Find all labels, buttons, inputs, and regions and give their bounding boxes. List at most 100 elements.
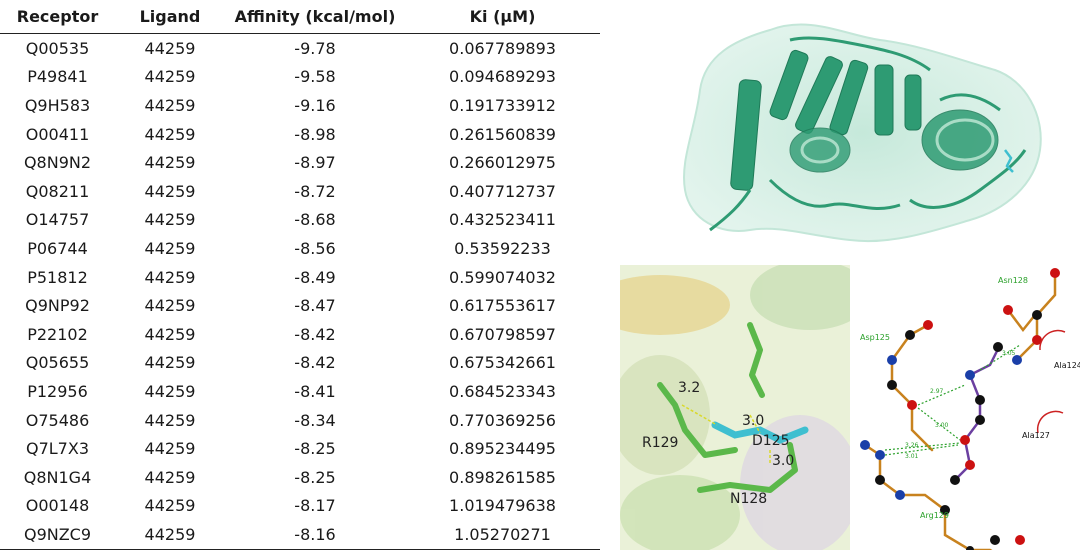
hbond-distance-2: 3.0 [742,413,764,429]
ligplot-label-ala127: Ala127 [1022,431,1050,440]
ligplot-distance-5: 3.01 [905,453,919,460]
table-row: Q9NZC9 44259 -8.16 1.05270271 [0,520,600,550]
ki-cell: 0.684523343 [449,381,556,401]
ki-cell: 0.53592233 [454,238,551,258]
ligplot-distance-4: 3.26 [905,442,919,449]
ki-cell: 0.432523411 [449,210,556,230]
ligplot-label-asn128: Asn128 [998,276,1028,285]
table-row: Q9NP92 44259 -8.47 0.617553617 [0,291,600,320]
receptor-cell: O14757 [25,210,90,230]
table-row: P12956 44259 -8.41 0.684523343 [0,377,600,406]
receptor-cell: Q00535 [25,38,90,58]
hbond-lines [681,404,771,465]
ligand-cell: 44259 [144,296,196,316]
table-row: Q00535 44259 -9.78 0.067789893 [0,34,600,63]
table-row: O75486 44259 -8.34 0.770369256 [0,406,600,435]
header-ki: Ki (μM) [405,0,600,34]
ligand-cell: 44259 [144,210,196,230]
ki-cell: 0.675342661 [449,353,556,373]
receptor-cell: O75486 [25,410,90,430]
ki-cell: 0.266012975 [449,153,556,173]
binding-site-render: D125 R129 N128 3.2 3.0 3.0 [590,260,870,554]
ligplot-diagram: Asn128 Asp125 Ala124 Ala127 Arg129 3.05 … [850,265,1080,554]
table-row: Q8N9N2 44259 -8.97 0.266012975 [0,148,600,177]
affinity-cell: -8.56 [294,238,336,258]
affinity-cell: -8.72 [294,181,336,201]
ligplot-bonds [863,271,1057,554]
ligand-cell: 44259 [144,353,196,373]
protein-structure-image [660,0,1080,255]
receptor-cell: Q9H583 [24,95,91,115]
ki-cell: 1.019479638 [449,496,556,516]
ligand-cell: 44259 [144,324,196,344]
table-body: Q00535 44259 -9.78 0.067789893 P49841 44259 -9… [0,34,600,550]
ki-cell: 0.407712737 [449,181,556,201]
table-row: O00411 44259 -8.98 0.261560839 [0,120,600,149]
ligand-cell: 44259 [144,381,196,401]
residue-sticks [657,322,798,493]
residue-label-d125: D125 [752,433,790,449]
table-header-row: Receptor Ligand Affinity (kcal/mol) Ki (… [0,0,600,34]
table-row: P49841 44259 -9.58 0.094689293 [0,63,600,92]
table-row: Q08211 44259 -8.72 0.407712737 [0,177,600,206]
ligand-cell: 44259 [144,267,196,287]
affinity-cell: -8.17 [294,496,336,516]
ki-cell: 0.617553617 [449,296,556,316]
ki-cell: 0.599074032 [449,267,556,287]
table-row: Q7L7X3 44259 -8.25 0.895234495 [0,434,600,463]
table-row: O14757 44259 -8.68 0.432523411 [0,206,600,235]
ligand-cell: 44259 [144,124,196,144]
ligand-cell: 44259 [144,38,196,58]
receptor-cell: Q08211 [25,181,90,201]
ligand-cell: 44259 [144,181,196,201]
table-row: Q05655 44259 -8.42 0.675342661 [0,349,600,378]
background-ribbons [590,260,870,554]
ligand-cell: 44259 [144,153,196,173]
affinity-cell: -9.78 [294,38,336,58]
receptor-cell: Q7L7X3 [25,439,89,459]
ligplot-label-ala124: Ala124 [1054,361,1080,370]
header-receptor: Receptor [0,0,115,34]
ligand-sticks [1004,149,1014,173]
affinity-cell: -8.16 [225,520,405,550]
protein-cartoon [683,23,1042,243]
table-row: P22102 44259 -8.42 0.670798597 [0,320,600,349]
receptor-cell: O00148 [25,496,90,516]
receptor-cell: Q8N9N2 [23,153,92,173]
receptor-cell: P22102 [27,324,88,344]
ligplot-hbond-lines [884,344,1021,456]
affinity-cell: -8.34 [294,410,336,430]
residue-label-n128: N128 [730,491,767,507]
table-row: Q9H583 44259 -9.16 0.191733912 [0,91,600,120]
affinity-cell: -8.42 [294,324,336,344]
affinity-cell: -8.42 [294,353,336,373]
ligand-cell: 44259 [144,439,196,459]
receptor-cell: Q05655 [25,353,90,373]
residue-label-r129: R129 [642,435,678,451]
secondary-structure [730,49,999,191]
ki-cell: 0.191733912 [449,95,556,115]
receptor-cell: P51812 [27,267,88,287]
binding-site-image: D125 R129 N128 3.2 3.0 3.0 [590,260,870,554]
loops [709,36,1027,232]
ligand-cell: 44259 [144,467,196,487]
ligand-cell: 44259 [144,238,196,258]
receptor-cell: P06744 [27,238,88,258]
affinity-cell: -8.47 [294,296,336,316]
ki-cell: 0.770369256 [449,410,556,430]
ligand-cell: 44259 [144,95,196,115]
ki-cell: 0.261560839 [449,124,556,144]
ligplot-atoms [860,268,1060,554]
receptor-cell: P49841 [27,67,88,87]
ligplot-label-arg129: Arg129 [920,511,949,520]
ligplot-label-asp125: Asp125 [860,333,890,342]
hbond-distance-1: 3.2 [678,380,700,396]
ligplot-distance-2: 2.97 [930,388,944,395]
table-row: P51812 44259 -8.49 0.599074032 [0,263,600,292]
ki-cell: 0.895234495 [449,439,556,459]
affinity-cell: -8.41 [294,381,336,401]
ligand-cell: 44259 [115,520,225,550]
affinity-cell: -8.25 [294,467,336,487]
ligand-cell: 44259 [144,496,196,516]
molecular-surface [683,23,1042,243]
